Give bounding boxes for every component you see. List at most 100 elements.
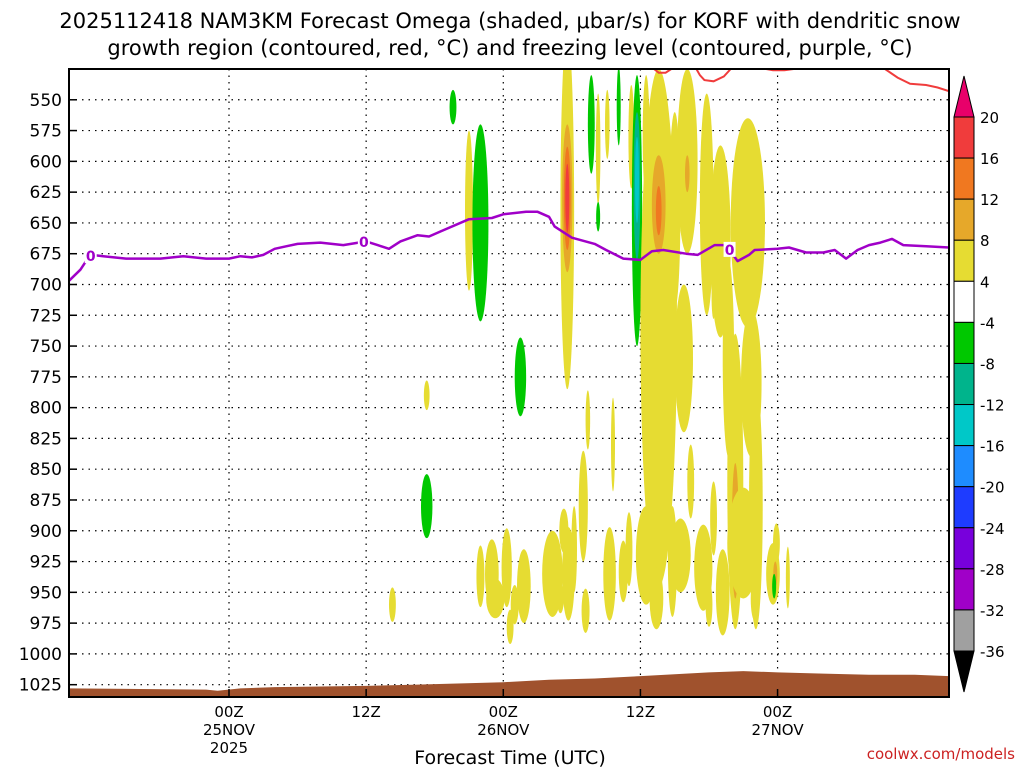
omega-region-pos8 [685, 155, 690, 193]
omega-region-neg4 [449, 89, 457, 125]
freezing-level-label: 0 [359, 235, 369, 251]
omega-region-pos4 [465, 130, 473, 291]
omega-region-pos4 [730, 118, 765, 328]
colorbar-label: 12 [980, 191, 999, 209]
omega-region-pos4 [603, 527, 616, 621]
freezing-label-background [357, 233, 370, 249]
colorbar-arrow-top [953, 75, 975, 118]
omega-region-pos16 [565, 163, 570, 233]
omega-region-pos4 [750, 576, 759, 621]
x-axis-label: Forecast Time (UTC) [414, 747, 605, 768]
freezing-level-line [69, 210, 949, 282]
omega-region-pos4 [670, 518, 691, 593]
y-axis-ticks: 550 575 600 625 650 675 700 725 750 775 800 825 850 8… [19, 91, 77, 696]
colorbar-bin [953, 321, 975, 364]
omega-region-pos4 [715, 549, 730, 636]
x-tick-label: 26NOV [477, 721, 530, 739]
credit-link[interactable]: coolwx.com/models [867, 745, 1015, 763]
y-tick-label: 1000 [19, 645, 62, 665]
omega-region-pos4 [640, 69, 677, 587]
plot-frame [68, 68, 950, 698]
y-tick-label: 900 [30, 522, 62, 542]
omega-region-pos4 [486, 578, 505, 619]
colorbar-bin [953, 527, 975, 570]
y-tick-label: 825 [30, 429, 62, 449]
y-tick-label: 700 [30, 275, 62, 295]
colorbar-label: -4 [980, 314, 995, 332]
omega-region-pos4 [559, 508, 569, 553]
colorbar-arrow-bottom [953, 650, 975, 693]
y-tick-label: 875 [30, 491, 62, 511]
y-tick-label: 600 [30, 152, 62, 172]
colorbar-bin [953, 116, 975, 159]
y-tick-label: 1025 [19, 676, 62, 696]
colorbar-bin [953, 362, 975, 406]
y-tick-label: 750 [30, 337, 62, 357]
y-tick-label: 550 [30, 91, 62, 111]
colorbar-label: -16 [980, 438, 1005, 456]
x-tick-label: 25NOV [203, 721, 256, 739]
omega-shading [389, 69, 790, 645]
omega-region-pos4 [611, 397, 615, 492]
freezing-label-background [723, 241, 736, 257]
omega-region-pos4 [389, 587, 396, 622]
colorbar-label: 4 [980, 273, 990, 291]
chart-title-line-2: growth region (contoured, red, °C) and f… [107, 36, 912, 60]
colorbar-label: -32 [980, 602, 1005, 620]
omega-region-neg4 [421, 474, 433, 539]
dendritic-contour-line [884, 69, 949, 93]
colorbar-label: -36 [980, 643, 1005, 661]
colorbar-label: -28 [980, 561, 1005, 579]
y-tick-label: 650 [30, 214, 62, 234]
omega-region-pos4 [661, 358, 668, 531]
y-tick-label: 975 [30, 614, 62, 634]
y-tick-label: 925 [30, 553, 62, 573]
omega-region-pos4 [605, 89, 610, 159]
omega-region-pos4 [506, 609, 514, 645]
colorbar-bin [953, 157, 975, 200]
omega-region-pos4 [581, 588, 590, 633]
ground-surface [69, 671, 949, 697]
omega-region-pos4 [710, 481, 717, 556]
omega-region-pos4 [423, 380, 430, 411]
colorbar-label: 20 [980, 109, 999, 127]
omega-region-pos4 [571, 506, 578, 593]
colorbar-bin [953, 280, 975, 323]
omega-region-pos4 [727, 487, 760, 599]
dendritic-contour-line [695, 69, 732, 83]
omega-region-neg4 [616, 69, 621, 146]
y-tick-label: 575 [30, 122, 62, 142]
dendritic-contour-line [653, 69, 672, 74]
omega-region-pos12 [655, 185, 662, 236]
omega-region-pos4 [510, 584, 519, 625]
colorbar-label: 16 [980, 150, 999, 168]
x-tick-label: 00Z [489, 703, 518, 721]
omega-region-pos4 [649, 567, 664, 630]
x-tick-label: 12Z [626, 703, 655, 721]
y-tick-label: 950 [30, 583, 62, 603]
colorbar-label: -12 [980, 397, 1005, 415]
omega-region-pos4 [578, 450, 588, 562]
colorbar-label: -8 [980, 355, 995, 373]
freezing-label-background [84, 248, 97, 264]
colorbar-bin [953, 486, 975, 529]
y-tick-label: 775 [30, 368, 62, 388]
omega-region-pos4 [501, 528, 512, 608]
omega-region-neg4 [514, 337, 527, 417]
y-tick-label: 625 [30, 183, 62, 203]
y-tick-label: 725 [30, 306, 62, 326]
colorbar-bin [953, 198, 975, 241]
omega-region-pos4 [647, 506, 656, 544]
omega-region-pos4 [595, 93, 601, 205]
colorbar: 20 16 12 8 4 -4 -8 -12 -16 -20 -24 -28 -32 -36 [953, 75, 1005, 693]
omega-region-neg4 [596, 201, 601, 232]
omega-region-pos4 [517, 549, 531, 624]
omega-region-pos4 [699, 93, 714, 316]
colorbar-bin [953, 568, 975, 611]
omega-region-pos4 [557, 583, 564, 614]
y-tick-label: 675 [30, 245, 62, 265]
omega-region-pos4 [785, 546, 790, 609]
y-tick-label: 800 [30, 399, 62, 419]
